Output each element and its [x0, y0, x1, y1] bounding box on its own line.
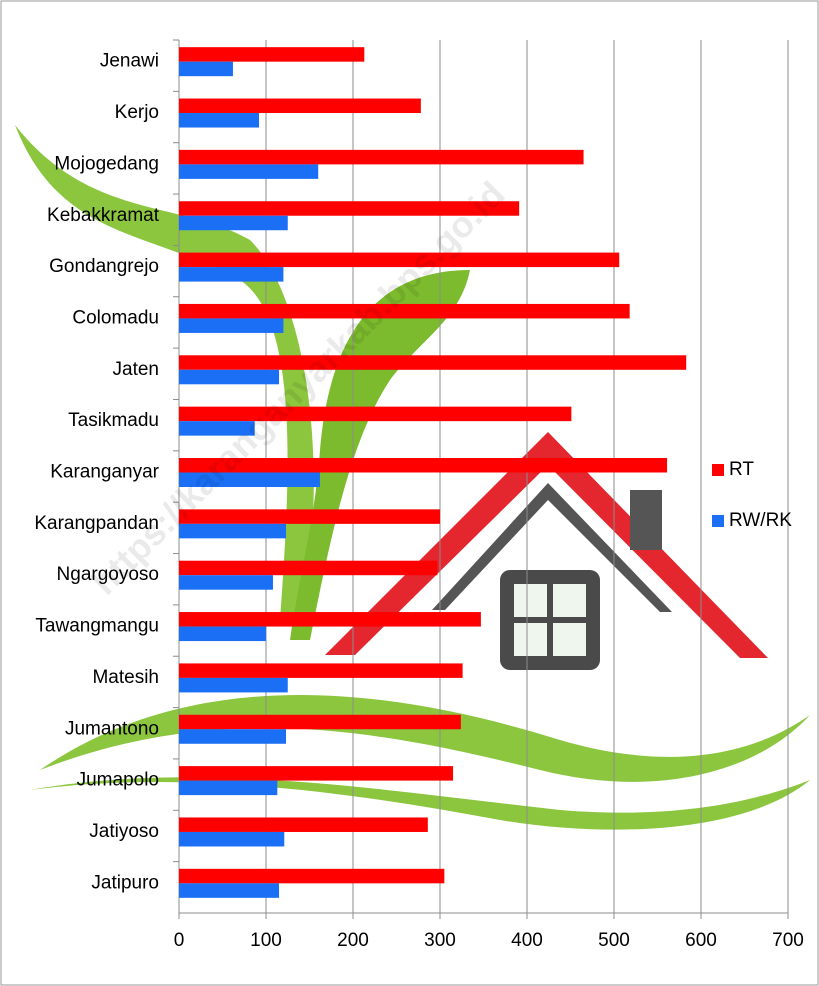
y-tick-label: Tasikmadu [68, 410, 159, 431]
bar [179, 164, 318, 179]
bar [179, 766, 453, 781]
y-tick-label: Jaten [113, 359, 159, 380]
bar [179, 612, 481, 627]
bar [179, 355, 686, 370]
legend-swatch [712, 515, 724, 527]
bar [179, 99, 421, 114]
bar [179, 627, 266, 642]
legend-label: RT [729, 459, 754, 480]
bar [179, 509, 440, 523]
page: 0 100 200 300 400 500 600 700 Jenawi Kerjo Mojoged… [0, 0, 819, 986]
y-tick-label: Jumapolo [77, 770, 159, 791]
bar [179, 832, 284, 847]
y-tick-label: Gondangrejo [49, 256, 159, 277]
bar [179, 47, 364, 62]
bar [179, 678, 288, 693]
bar [179, 150, 584, 165]
x-tick-label: 100 [250, 930, 282, 951]
chart: 0 100 200 300 400 500 600 700 Jenawi Kerjo Mojoged… [0, 0, 819, 986]
y-tick-label: Jenawi [100, 51, 159, 72]
y-tick-label: Karanganyar [50, 462, 159, 483]
y-tick-label: Mojogedang [54, 153, 159, 174]
legend-label: RW/RK [729, 510, 792, 531]
y-tick-label: Matesih [92, 667, 159, 688]
x-tick-label: 500 [598, 930, 630, 951]
x-tick-label: 300 [424, 930, 456, 951]
x-tick-label: 600 [685, 930, 717, 951]
bar [179, 869, 444, 884]
bar [179, 817, 428, 832]
y-tick-label: Colomadu [72, 307, 159, 328]
bar [179, 318, 283, 333]
y-tick-label: Kerjo [115, 102, 159, 123]
y-tick-label: Jatipuro [91, 872, 159, 893]
y-tick-label: Tawangmangu [35, 616, 159, 637]
bar [179, 113, 259, 128]
y-tick-label: Jumantono [65, 718, 159, 739]
bar [179, 370, 279, 385]
bar [179, 663, 463, 678]
bar [179, 715, 461, 730]
bar [179, 561, 437, 576]
bar [179, 62, 233, 76]
bar [179, 524, 286, 539]
bar [179, 883, 279, 898]
legend-swatch [712, 464, 724, 476]
x-tick-label: 400 [511, 930, 543, 951]
x-tick-label: 200 [337, 930, 369, 951]
bar [179, 781, 277, 796]
bar [179, 575, 273, 590]
bar [179, 729, 286, 744]
bar [179, 216, 288, 231]
x-tick-label: 700 [772, 930, 804, 951]
y-tick-label: Jatiyoso [89, 821, 159, 842]
y-tick-label: Kebakkramat [47, 205, 160, 226]
x-tick-label: 0 [174, 930, 185, 951]
bar [179, 267, 283, 282]
